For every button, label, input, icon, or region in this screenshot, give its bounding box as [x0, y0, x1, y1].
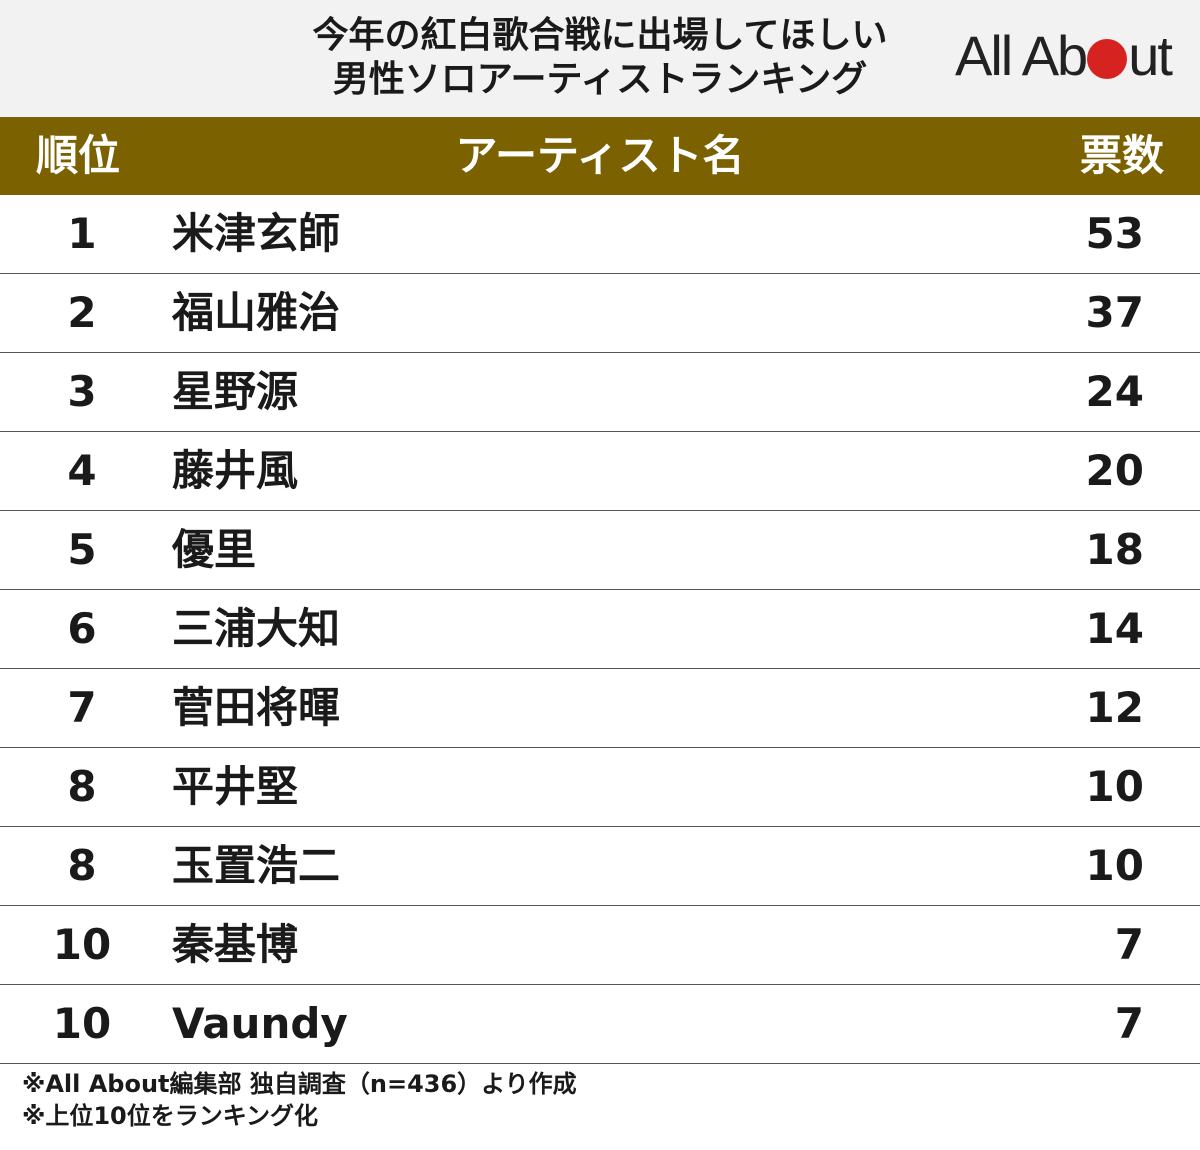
table-row: 5 優里 18	[0, 511, 1200, 590]
votes-cell: 37	[1085, 288, 1144, 337]
table-row: 3 星野源 24	[0, 353, 1200, 432]
votes-cell: 7	[1114, 999, 1144, 1048]
rank-cell: 5	[67, 525, 97, 574]
table-row: 10 秦基博 7	[0, 906, 1200, 985]
table-row: 4 藤井風 20	[0, 432, 1200, 511]
artist-name-cell: 米津玄師	[172, 209, 341, 258]
votes-cell: 18	[1085, 525, 1144, 574]
rank-cell: 6	[67, 604, 97, 653]
votes-cell: 12	[1085, 683, 1144, 732]
footnote-source: ※All About編集部 独自調査（n=436）より作成	[22, 1070, 577, 1098]
table-header: 順位 アーティスト名 票数	[0, 117, 1200, 195]
table-row: 2 福山雅治 37	[0, 274, 1200, 353]
table-row: 10 Vaundy 7	[0, 985, 1200, 1064]
logo-text-before: All Ab	[955, 23, 1088, 87]
rank-cell: 7	[67, 683, 97, 732]
artist-name-cell: 三浦大知	[172, 604, 341, 653]
artist-name-cell: 平井堅	[172, 762, 299, 811]
artist-name-cell: 玉置浩二	[172, 841, 341, 890]
artist-name-cell: 福山雅治	[172, 288, 341, 337]
table-row: 1 米津玄師 53	[0, 195, 1200, 274]
rank-cell: 4	[67, 446, 97, 495]
artist-name-cell: 藤井風	[172, 446, 299, 495]
artist-name-cell: 優里	[172, 525, 257, 574]
title-band: 今年の紅白歌合戦に出場してほしい 男性ソロアーティストランキング All Ab u…	[0, 0, 1200, 117]
artist-name-cell: 星野源	[172, 367, 299, 416]
votes-cell: 24	[1085, 367, 1144, 416]
rank-cell: 10	[52, 999, 112, 1048]
rank-cell: 10	[52, 920, 112, 969]
artist-name-cell: 秦基博	[172, 920, 299, 969]
logo-text-after: ut	[1128, 23, 1173, 87]
votes-cell: 10	[1085, 762, 1144, 811]
rank-cell: 8	[67, 762, 97, 811]
rank-cell: 1	[67, 209, 97, 258]
rank-cell: 2	[67, 288, 97, 337]
votes-cell: 7	[1114, 920, 1144, 969]
rank-cell: 8	[67, 841, 97, 890]
table-row: 8 平井堅 10	[0, 748, 1200, 827]
title-line-2: 男性ソロアーティストランキング	[332, 59, 868, 100]
column-header-votes: 票数	[1079, 131, 1164, 180]
footnotes: ※All About編集部 独自調査（n=436）より作成 ※上位10位をランキ…	[22, 1068, 577, 1132]
artist-name-cell: 菅田将暉	[172, 683, 341, 732]
column-header-name: アーティスト名	[455, 131, 745, 180]
votes-cell: 14	[1085, 604, 1144, 653]
column-header-rank: 順位	[36, 131, 121, 180]
all-about-logo: All Ab ut	[955, 22, 1173, 88]
artist-name-cell: Vaundy	[172, 999, 348, 1048]
votes-cell: 20	[1085, 446, 1144, 495]
rank-cell: 3	[67, 367, 97, 416]
logo-dot-icon	[1087, 39, 1128, 79]
table-row: 6 三浦大知 14	[0, 590, 1200, 669]
table-row: 8 玉置浩二 10	[0, 827, 1200, 906]
title-line-1: 今年の紅白歌合戦に出場してほしい	[312, 15, 888, 56]
votes-cell: 53	[1085, 209, 1144, 258]
ranking-table: 1 米津玄師 53 2 福山雅治 37 3 星野源 24 4 藤井風 20 5 …	[0, 195, 1200, 1064]
table-row: 7 菅田将暉 12	[0, 669, 1200, 748]
footnote-scope: ※上位10位をランキング化	[22, 1102, 319, 1130]
page-title: 今年の紅白歌合戦に出場してほしい 男性ソロアーティストランキング	[0, 14, 1200, 102]
votes-cell: 10	[1085, 841, 1144, 890]
